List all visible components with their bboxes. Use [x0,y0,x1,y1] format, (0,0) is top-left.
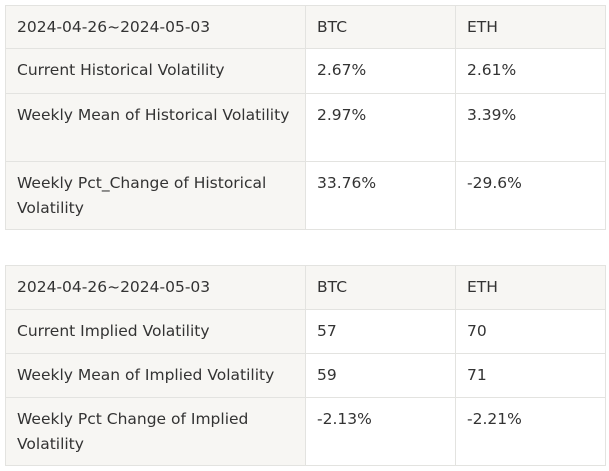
table-row: Weekly Mean of Historical Volatility 2.97… [5,93,606,162]
cell: 2.97% [305,93,456,162]
table-row: Weekly Pct_Change of Historical Volatili… [5,161,606,230]
cell: Weekly Pct_Change of Historical Volatili… [5,161,306,230]
cell: -2.21% [455,397,606,466]
cell: 2.61% [455,48,606,94]
header-cell: BTC [305,265,456,310]
table-row: Current Implied Volatility 57 70 [5,309,606,354]
table: 2024-04-26~2024-05-03 BTC ETH Current Impli… [5,265,606,466]
table: 2024-04-26~2024-05-03 BTC ETH Current Histo… [5,5,606,230]
cell: Weekly Mean of Implied Volatility [5,353,306,398]
cell: 70 [455,309,606,354]
cell: 33.76% [305,161,456,230]
cell: 3.39% [455,93,606,162]
table-row: Weekly Pct Change of Implied Volatility -… [5,397,606,466]
header-cell: ETH [455,5,606,49]
header-cell: 2024-04-26~2024-05-03 [5,5,306,49]
cell: Current Historical Volatility [5,48,306,94]
cell: 59 [305,353,456,398]
cell: Weekly Pct Change of Implied Volatility [5,397,306,466]
table-row: Current Historical Volatility 2.67% 2.61% [5,48,606,94]
table-row: Weekly Mean of Implied Volatility 59 71 [5,353,606,398]
header-row: 2024-04-26~2024-05-03 BTC ETH [5,265,606,310]
cell: -2.13% [305,397,456,466]
cell: Current Implied Volatility [5,309,306,354]
header-cell: 2024-04-26~2024-05-03 [5,265,306,310]
header-cell: BTC [305,5,456,49]
header-row: 2024-04-26~2024-05-03 BTC ETH [5,5,606,49]
cell: 57 [305,309,456,354]
cell: -29.6% [455,161,606,230]
cell: Weekly Mean of Historical Volatility [5,93,306,162]
header-cell: ETH [455,265,606,310]
cell: 2.67% [305,48,456,94]
cell: 71 [455,353,606,398]
